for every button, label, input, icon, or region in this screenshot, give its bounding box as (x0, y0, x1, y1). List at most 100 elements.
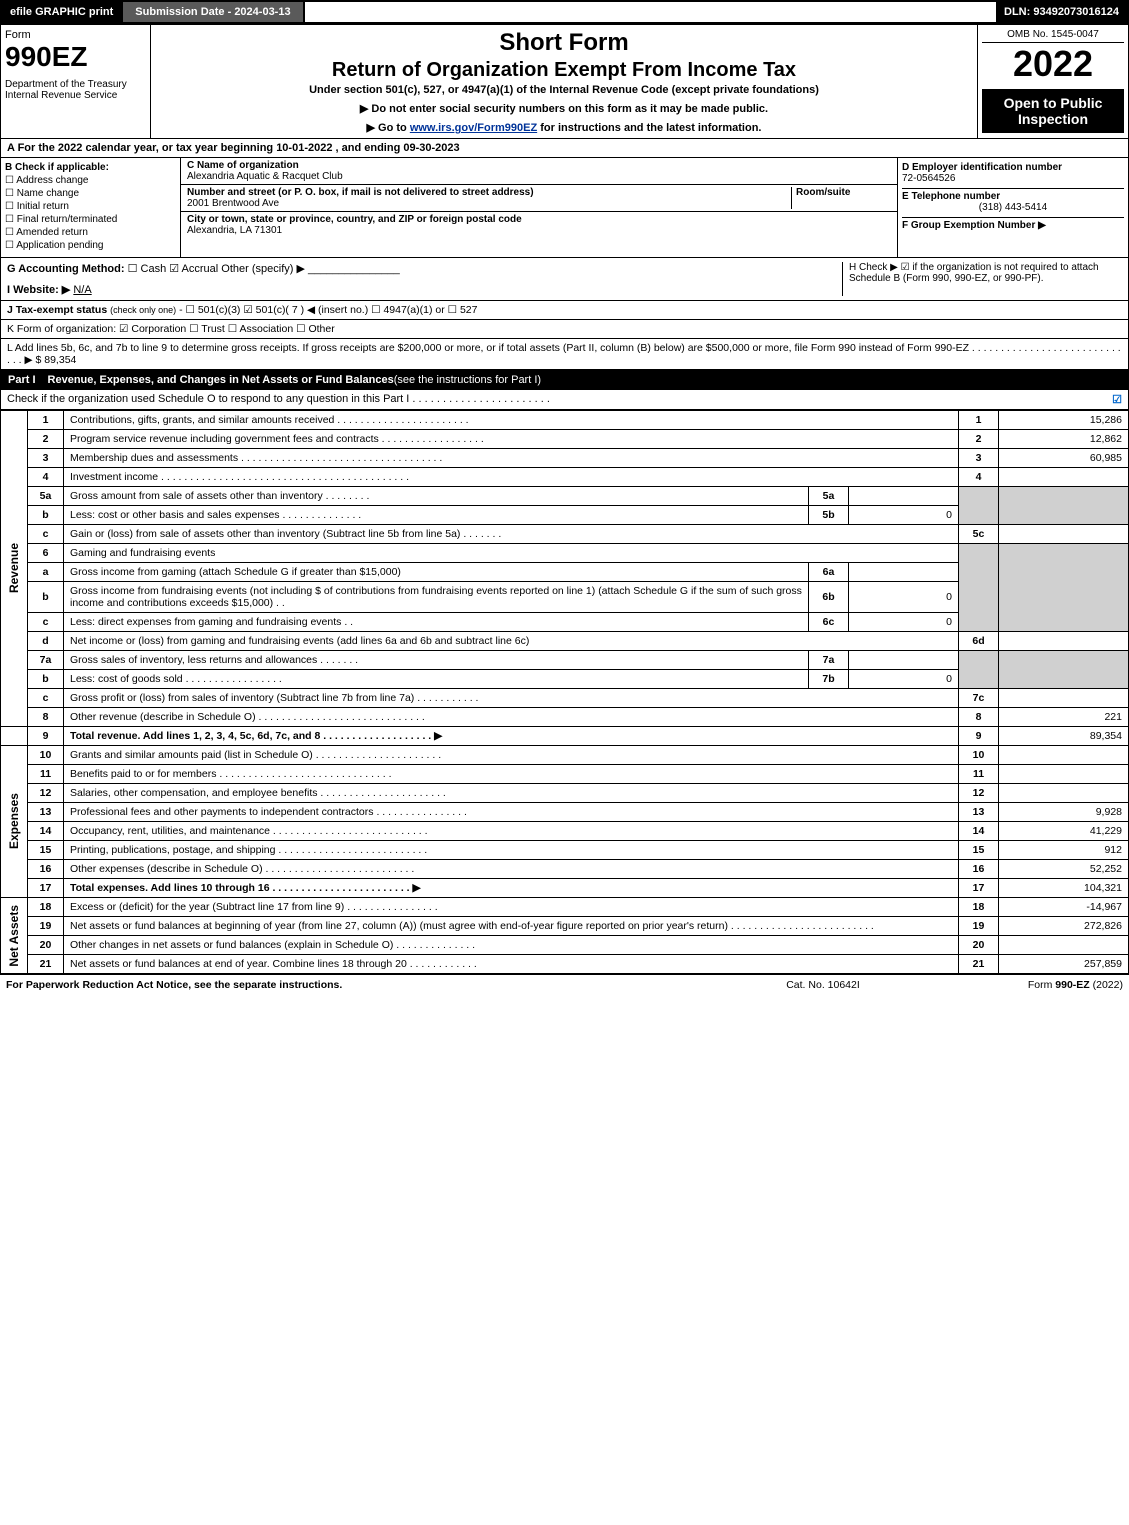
line-12-num: 12 (28, 784, 64, 803)
line-1-desc: Contributions, gifts, grants, and simila… (64, 411, 959, 430)
line-7a-num: 7a (28, 651, 64, 670)
line-6a-num: a (28, 563, 64, 582)
line-18-desc: Excess or (deficit) for the year (Subtra… (64, 898, 959, 917)
line-12-desc: Salaries, other compensation, and employ… (64, 784, 959, 803)
notice-url-pre: ▶ Go to (367, 122, 410, 134)
line-5a-sn: 5a (809, 487, 849, 506)
line-4-desc: Investment income . . . . . . . . . . . … (64, 468, 959, 487)
line-7b-sv: 0 (849, 670, 959, 689)
line-11-amt (999, 765, 1129, 784)
line-3-desc: Membership dues and assessments . . . . … (64, 449, 959, 468)
line-7c-num: c (28, 689, 64, 708)
line-2-ln: 2 (959, 430, 999, 449)
line-6-num: 6 (28, 544, 64, 563)
line-3-amt: 60,985 (999, 449, 1129, 468)
line-12-ln: 12 (959, 784, 999, 803)
line-16-ln: 16 (959, 860, 999, 879)
check-final-return[interactable]: ☐ Final return/terminated (5, 214, 176, 225)
line-5b-sv: 0 (849, 506, 959, 525)
footer-paperwork: For Paperwork Reduction Act Notice, see … (6, 979, 723, 991)
website-row: I Website: ▶ N/A (7, 283, 842, 296)
section-b-to-h: B Check if applicable: ☐ Address change … (0, 158, 1129, 258)
line-5c-num: c (28, 525, 64, 544)
line-7c-ln: 7c (959, 689, 999, 708)
line-9-ln: 9 (959, 727, 999, 746)
check-amended-return[interactable]: ☐ Amended return (5, 227, 176, 238)
line-13-ln: 13 (959, 803, 999, 822)
schedule-o-check[interactable]: ☑ (1106, 393, 1122, 406)
notice-ssn: ▶ Do not enter social security numbers o… (159, 102, 969, 115)
line-6d-ln: 6d (959, 632, 999, 651)
line-21-num: 21 (28, 955, 64, 974)
section-k: K Form of organization: ☑ Corporation ☐ … (0, 320, 1129, 339)
part-1-header: Part I Revenue, Expenses, and Changes in… (0, 370, 1129, 390)
line-6a-desc: Gross income from gaming (attach Schedul… (64, 563, 809, 582)
open-to-public: Open to Public Inspection (982, 89, 1124, 133)
check-initial-return[interactable]: ☐ Initial return (5, 201, 176, 212)
line-6b-sv: 0 (849, 582, 959, 613)
spacer (305, 2, 996, 22)
line-6d-num: d (28, 632, 64, 651)
form-word: Form (5, 29, 146, 41)
city-label: City or town, state or province, country… (187, 214, 891, 225)
line-6-desc: Gaming and fundraising events (64, 544, 959, 563)
line-11-desc: Benefits paid to or for members . . . . … (64, 765, 959, 784)
tax-year: 2022 (982, 43, 1124, 85)
efile-label[interactable]: efile GRAPHIC print (2, 2, 121, 22)
line-2-amt: 12,862 (999, 430, 1129, 449)
line-16-desc: Other expenses (describe in Schedule O) … (64, 860, 959, 879)
line-7a-sv (849, 651, 959, 670)
line-10-ln: 10 (959, 746, 999, 765)
line-5a-desc: Gross amount from sale of assets other t… (64, 487, 809, 506)
i-label: I Website: ▶ (7, 284, 70, 296)
line-19-amt: 272,826 (999, 917, 1129, 936)
line-13-amt: 9,928 (999, 803, 1129, 822)
check-address-change[interactable]: ☐ Address change (5, 175, 176, 186)
line-4-num: 4 (28, 468, 64, 487)
submission-date: Submission Date - 2024-03-13 (121, 2, 304, 22)
line-17-amt: 104,321 (999, 879, 1129, 898)
line-5a-sv (849, 487, 959, 506)
form-number: 990EZ (5, 41, 146, 73)
j-options: ☐ 501(c)(3) ☑ 501(c)( 7 ) ◀ (insert no.)… (186, 304, 478, 316)
line-18-amt: -14,967 (999, 898, 1129, 917)
department-label: Department of the Treasury Internal Reve… (5, 79, 146, 101)
line-20-num: 20 (28, 936, 64, 955)
line-6d-desc: Net income or (loss) from gaming and fun… (64, 632, 959, 651)
schedule-o-text: Check if the organization used Schedule … (7, 393, 1106, 406)
footer-catno: Cat. No. 10642I (723, 979, 923, 991)
line-8-desc: Other revenue (describe in Schedule O) .… (64, 708, 959, 727)
check-name-change[interactable]: ☐ Name change (5, 188, 176, 199)
org-name-value: Alexandria Aquatic & Racquet Club (187, 171, 343, 182)
line-7a-desc: Gross sales of inventory, less returns a… (64, 651, 809, 670)
line-10-desc: Grants and similar amounts paid (list in… (64, 746, 959, 765)
column-c: C Name of organization Alexandria Aquati… (181, 158, 898, 257)
phone-value: (318) 443-5414 (902, 202, 1124, 213)
part-1-table: Revenue 1 Contributions, gifts, grants, … (0, 410, 1129, 974)
form-title: Return of Organization Exempt From Incom… (159, 59, 969, 82)
street-cell: Number and street (or P. O. box, if mail… (181, 185, 897, 212)
line-9-desc: Total revenue. Add lines 1, 2, 3, 4, 5c,… (64, 727, 959, 746)
line-14-ln: 14 (959, 822, 999, 841)
section-l: L Add lines 5b, 6c, and 7b to line 9 to … (0, 339, 1129, 370)
check-application-pending[interactable]: ☐ Application pending (5, 240, 176, 251)
line-4-amt (999, 468, 1129, 487)
b-header: B Check if applicable: (5, 162, 176, 173)
line-14-desc: Occupancy, rent, utilities, and maintena… (64, 822, 959, 841)
irs-link[interactable]: www.irs.gov/Form990EZ (410, 122, 537, 134)
line-2-desc: Program service revenue including govern… (64, 430, 959, 449)
section-g-h-i: G Accounting Method: ☐ Cash ☑ Accrual Ot… (0, 258, 1129, 301)
city-value: Alexandria, LA 71301 (187, 225, 282, 236)
top-bar: efile GRAPHIC print Submission Date - 20… (0, 0, 1129, 24)
short-form-title: Short Form (159, 29, 969, 57)
header-right: OMB No. 1545-0047 2022 Open to Public In… (978, 25, 1128, 138)
line-8-amt: 221 (999, 708, 1129, 727)
line-5b-sn: 5b (809, 506, 849, 525)
line-21-desc: Net assets or fund balances at end of ye… (64, 955, 959, 974)
line-4-ln: 4 (959, 468, 999, 487)
line-16-num: 16 (28, 860, 64, 879)
shade-6 (959, 544, 999, 632)
line-18-ln: 18 (959, 898, 999, 917)
line-7b-sn: 7b (809, 670, 849, 689)
line-21-ln: 21 (959, 955, 999, 974)
